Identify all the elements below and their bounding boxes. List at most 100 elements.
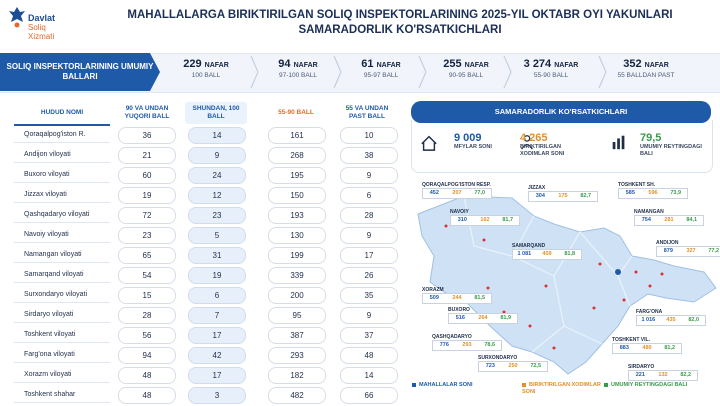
chevron-right-icon	[503, 55, 512, 89]
rating-score: 72,5	[530, 363, 542, 369]
rating-score: 84,1	[686, 217, 698, 223]
rating-score: 81,7	[502, 217, 514, 223]
kpi-value: 4 265	[520, 132, 548, 144]
cell-below-55: 10	[340, 127, 398, 144]
region-name: Sirdaryo viloyati	[14, 307, 110, 323]
legend-item: UMUMIY REYTINGDAGI BALI	[604, 382, 694, 389]
mahallalar-count: 883	[619, 345, 629, 351]
mahallalar-count: 516	[455, 315, 465, 321]
region-name: Jizzax viloyati	[14, 187, 110, 203]
rating-score: 73,9	[670, 190, 682, 196]
staff-count: 293	[462, 342, 472, 348]
region-values: 516 264 81,9	[448, 313, 518, 324]
region-name: Buxoro viloyati	[14, 167, 110, 183]
summary-value: 255 NAFAR	[443, 58, 489, 70]
cell-100: 42	[188, 347, 246, 364]
title-line1: MAHALLALARGA BIRIKTIRILGAN SOLIQ INSPEKT…	[127, 9, 673, 21]
mahallalar-count: 1 016	[641, 317, 656, 323]
legend-item: MAHALLALAR SONI	[412, 382, 502, 389]
cell-90-plus: 21	[118, 147, 176, 164]
legend-label: MAHALLALAR SONI	[419, 382, 473, 388]
table-row: Xorazm viloyati 48 17 182 14	[0, 366, 400, 386]
legend-swatch	[412, 382, 416, 387]
chevron-right-icon	[333, 55, 342, 89]
cell-below-55: 37	[340, 327, 398, 344]
cell-100: 6	[188, 287, 246, 304]
cell-below-55: 38	[340, 147, 398, 164]
region-name: Andijon viloyati	[14, 147, 110, 163]
summary-item: 94 NAFAR 97-100 BALL	[256, 58, 340, 79]
cell-90-plus: 28	[118, 307, 176, 324]
cell-55-90: 482	[268, 387, 326, 404]
cell-below-55: 26	[340, 267, 398, 284]
cell-55-90: 182	[268, 367, 326, 384]
region-title: SAMARQAND	[512, 243, 546, 249]
map-region-label: NAMANGAN 754 281 84,1	[634, 209, 704, 226]
rating-score: 77,0	[474, 190, 486, 196]
cell-90-plus: 48	[118, 367, 176, 384]
region-name: Samarqand viloyati	[14, 267, 110, 283]
table-row: Toshkent shahar 48 3 482 66	[0, 386, 400, 406]
staff-count: 459	[542, 251, 552, 257]
brand-line3: Xizmati	[28, 32, 55, 41]
cell-below-55: 48	[340, 347, 398, 364]
staff-count: 327	[686, 248, 696, 254]
cell-90-plus: 65	[118, 247, 176, 264]
cell-55-90: 268	[268, 147, 326, 164]
cell-90-plus: 56	[118, 327, 176, 344]
cell-55-90: 293	[268, 347, 326, 364]
eagle-emblem-icon	[9, 7, 25, 28]
cell-55-90: 339	[268, 267, 326, 284]
rating-score: 81,9	[500, 315, 512, 321]
cell-55-90: 387	[268, 327, 326, 344]
cell-100: 24	[188, 167, 246, 184]
cell-100: 5	[188, 227, 246, 244]
kpi-label: MFYLAR SONI	[454, 144, 492, 150]
kpi-value: 9 009	[454, 132, 482, 144]
cell-100: 9	[188, 147, 246, 164]
map-region-label: TOSHKENT VIL. 883 480 81,2	[612, 337, 682, 354]
cell-55-90: 199	[268, 247, 326, 264]
region-title: NAVOIY	[450, 209, 469, 215]
summary-value: 229 NAFAR	[183, 58, 229, 70]
cell-90-plus: 23	[118, 227, 176, 244]
cell-55-90: 150	[268, 187, 326, 204]
staff-count: 207	[452, 190, 462, 196]
page-title: MAHALLALARGA BIRIKTIRILGAN SOLIQ INSPEKT…	[90, 8, 710, 38]
summary-item: 61 NAFAR 95-97 BALL	[339, 58, 423, 79]
region-title: TOSHKENT VIL.	[612, 337, 650, 343]
map-region-label: SAMARQAND 1 081 459 81,8	[512, 243, 582, 260]
cell-100: 12	[188, 187, 246, 204]
chart-icon	[612, 135, 625, 150]
region-values: 452 207 77,0	[422, 188, 492, 199]
region-values: 723 250 72,5	[478, 361, 548, 372]
region-name: Xorazm viloyati	[14, 367, 110, 383]
staff-count: 244	[452, 295, 462, 301]
staff-count: 264	[478, 315, 488, 321]
staff-count: 435	[666, 317, 676, 323]
title-line2: SAMARADORLIK KO'RSATKICHLARI	[298, 24, 502, 36]
summary-range: 100 BALL	[191, 72, 221, 79]
cell-90-plus: 36	[118, 127, 176, 144]
region-title: JIZZAX	[528, 185, 546, 191]
summary-item: 229 NAFAR 100 BALL	[164, 58, 248, 79]
region-name: Toshkent viloyati	[14, 327, 110, 343]
summary-value: 61 NAFAR	[361, 58, 401, 70]
cell-90-plus: 19	[118, 187, 176, 204]
region-values: 1 081 459 81,8	[512, 249, 582, 260]
region-title: SURXONDARYO	[478, 355, 518, 361]
table-row: Sirdaryo viloyati 28 7 95 9	[0, 306, 400, 326]
cell-below-55: 9	[340, 227, 398, 244]
rating-score: 81,8	[564, 251, 576, 257]
staff-count: 132	[658, 372, 668, 378]
column-header-90-plus: 90 VA UNDAN YUQORI BALL	[124, 105, 170, 120]
brand-logo: Davlat Soliq Xizmati	[8, 4, 68, 46]
summary-value: 352 NAFAR	[623, 58, 669, 70]
table-row: Andijon viloyati 21 9 268 38	[0, 146, 400, 166]
kpi-box	[411, 120, 713, 173]
staff-count: 596	[648, 190, 658, 196]
rating-score: 77,2	[708, 248, 720, 254]
cell-55-90: 161	[268, 127, 326, 144]
table-row: Surxondaryo viloyati 15 6 200 35	[0, 286, 400, 306]
kpi-value: 79,5	[640, 132, 662, 144]
